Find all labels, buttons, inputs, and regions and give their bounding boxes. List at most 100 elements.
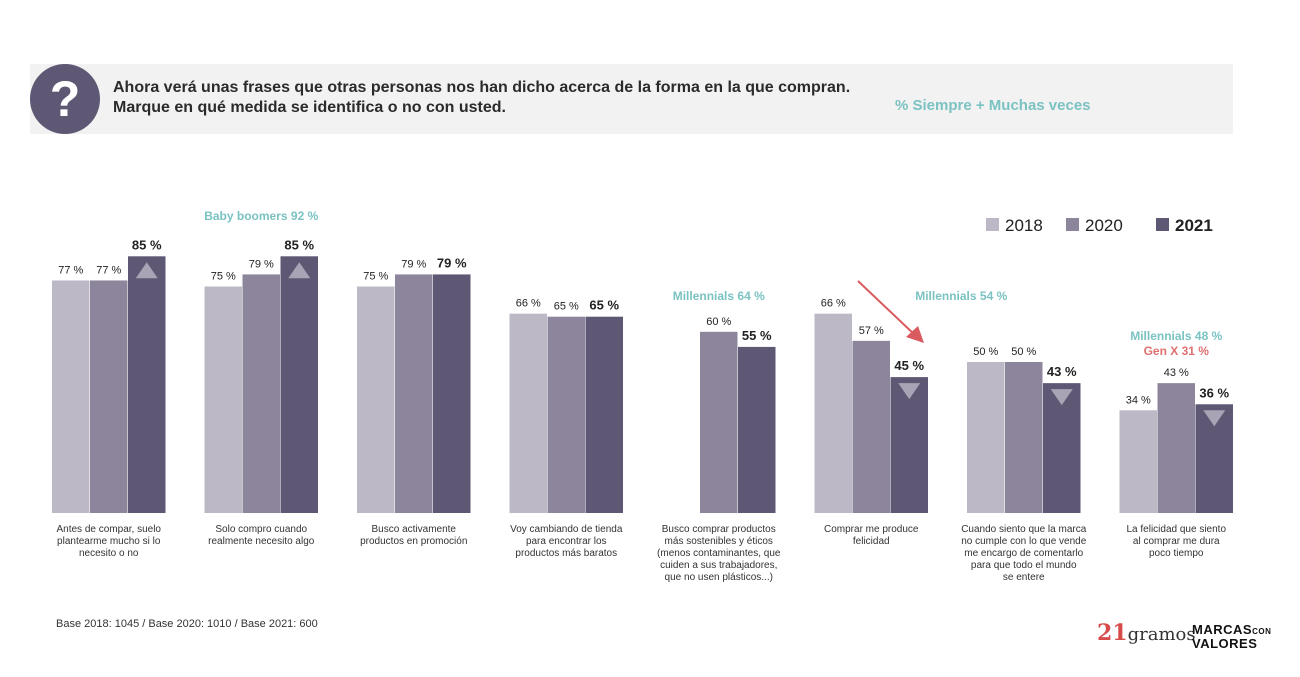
data-label-2020-2: 79 % [401, 258, 426, 270]
logo-21-text: 21 [1097, 620, 1128, 646]
category-label-line: más sostenibles y éticos [664, 536, 773, 547]
bar-2021-3 [585, 316, 623, 513]
bar-2018-3 [509, 313, 547, 513]
annotation-7-0: Millennials 48 % [1130, 329, 1222, 343]
trend-down-icon-6 [1050, 389, 1073, 406]
logo-gramos-text: gramos [1127, 624, 1196, 645]
question-text: Ahora verá unas frases que otras persona… [113, 78, 850, 118]
question-banner [30, 64, 1233, 134]
category-label-line: me encargo de comentarlo [964, 548, 1084, 559]
legend-label-2018: 2018 [1005, 216, 1043, 235]
category-label-line: para encontrar los [525, 536, 607, 547]
category-label-5: Comprar me produce felicidad [791, 524, 951, 548]
category-label-line: Busco comprar productos [661, 524, 776, 535]
category-label-7: La felicidad que siento al comprar me dur… [1096, 524, 1256, 560]
category-label-line: para que todo el mundo [970, 560, 1077, 571]
category-label-line: al comprar me dura [1132, 536, 1220, 547]
category-label-line: Cuando siento que la marca [961, 524, 1087, 535]
bar-2018-2 [357, 286, 395, 513]
category-label-6: Cuando siento que la marca no cumple con … [944, 524, 1104, 584]
category-label-0: Antes de compar, suelo plantearme mucho s… [29, 524, 189, 560]
category-label-2: Busco activamente productos en promoción [334, 524, 494, 548]
metric-label: % Siempre + Muchas veces [895, 97, 1091, 114]
category-label-4: Busco comprar productos más sostenibles y… [639, 524, 799, 584]
data-label-2018-5: 66 % [821, 298, 846, 310]
data-label-2018-2: 75 % [363, 271, 388, 283]
logo-marcas-text: MARCAS [1192, 622, 1253, 637]
data-label-2020-0: 77 % [96, 264, 121, 276]
data-label-2020-6: 50 % [1011, 346, 1036, 358]
bar-2020-2 [395, 274, 433, 513]
bar-2020-1 [242, 274, 280, 513]
data-label-2020-1: 79 % [249, 258, 274, 270]
data-label-2018-6: 50 % [973, 346, 998, 358]
logo-valores-text: VALORES [1192, 636, 1258, 651]
category-label-line: poco tiempo [1149, 548, 1204, 559]
bar-2020-4 [700, 331, 738, 513]
category-label-line: no cumple con lo que vende [961, 536, 1087, 547]
data-label-2021-2: 79 % [437, 255, 467, 270]
legend-swatch-2021 [1156, 218, 1169, 231]
category-label-line: productos más baratos [515, 548, 618, 559]
logo-21gramos: 21gramos [1097, 620, 1196, 646]
bar-chart: 77 % 77 % 85 % 75 % 79 % 85 % 75 % 79 % 79 % 66 %… [52, 209, 1233, 513]
trend-up-icon-1 [288, 262, 311, 279]
annotation-1-0: Baby boomers 92 % [204, 209, 318, 223]
data-label-2021-0: 85 % [132, 237, 162, 252]
bar-2021-4 [738, 346, 776, 513]
data-label-2018-0: 77 % [58, 264, 83, 276]
category-label-line: (menos contaminantes, que [657, 548, 781, 559]
category-label-line: que no usen plásticos...) [664, 572, 773, 583]
category-label-line: Comprar me produce [824, 524, 919, 535]
data-label-2018-3: 66 % [516, 298, 541, 310]
annotation-arrow-head [906, 326, 924, 343]
logo-con-text: CON [1252, 627, 1272, 636]
data-label-2020-3: 65 % [554, 301, 579, 313]
data-label-2020-7: 43 % [1164, 367, 1189, 379]
bar-2021-0 [128, 256, 166, 513]
category-label-line: productos en promoción [360, 536, 468, 547]
data-label-2021-4: 55 % [742, 328, 772, 343]
trend-down-icon-7 [1203, 410, 1226, 427]
bar-2021-1 [280, 256, 318, 513]
category-label-line: realmente necesito algo [208, 536, 315, 547]
legend-swatch-2020 [1066, 218, 1079, 231]
data-label-2021-6: 43 % [1047, 364, 1077, 379]
category-label-3: Voy cambiando de tienda para encontrar lo… [486, 524, 646, 560]
category-label-line: La felicidad que siento [1126, 524, 1227, 535]
legend-label-2021: 2021 [1175, 216, 1213, 235]
data-label-2021-1: 85 % [284, 237, 314, 252]
base-note: Base 2018: 1045 / Base 2020: 1010 / Base… [56, 618, 318, 630]
category-label-line: Solo compro cuando [215, 524, 308, 535]
bar-2021-2 [433, 274, 471, 513]
data-label-2020-5: 57 % [859, 325, 884, 337]
category-label-line: cuiden a sus trabajadores, [660, 560, 778, 571]
bar-2018-5 [814, 313, 852, 513]
data-label-2020-4: 60 % [706, 316, 731, 328]
category-label-line: felicidad [852, 536, 890, 547]
data-label-2021-7: 36 % [1199, 385, 1229, 400]
category-label-1: Solo compro cuando realmente necesito alg… [181, 524, 341, 548]
data-label-2018-1: 75 % [211, 271, 236, 283]
trend-down-icon-5 [898, 383, 921, 400]
annotation-arrow [857, 280, 917, 337]
bar-2020-7 [1157, 383, 1195, 513]
question-line-1: Ahora verá unas frases que otras persona… [113, 79, 851, 96]
bar-2018-6 [967, 362, 1005, 513]
category-label-line: plantearme mucho si lo [57, 536, 161, 547]
question-mark-icon: ? [30, 64, 100, 134]
bar-2020-0 [90, 280, 128, 513]
bar-2018-1 [204, 286, 242, 513]
bar-2018-7 [1119, 410, 1157, 513]
bar-2021-5 [890, 377, 928, 513]
legend-label-2020: 2020 [1085, 216, 1123, 235]
legend-swatch-2018 [986, 218, 999, 231]
annotation-5-0: Millennials 54 % [915, 289, 1007, 303]
data-label-2021-3: 65 % [589, 298, 619, 313]
category-label-line: Busco activamente [371, 524, 457, 535]
logo-marcas-con-valores: MARCASCON VALORES [1192, 622, 1272, 651]
category-label-line: Voy cambiando de tienda [510, 524, 623, 535]
data-label-2021-5: 45 % [894, 358, 924, 373]
category-label-line: necesito o no [79, 548, 139, 559]
annotation-7-1: Gen X 31 % [1144, 344, 1210, 358]
